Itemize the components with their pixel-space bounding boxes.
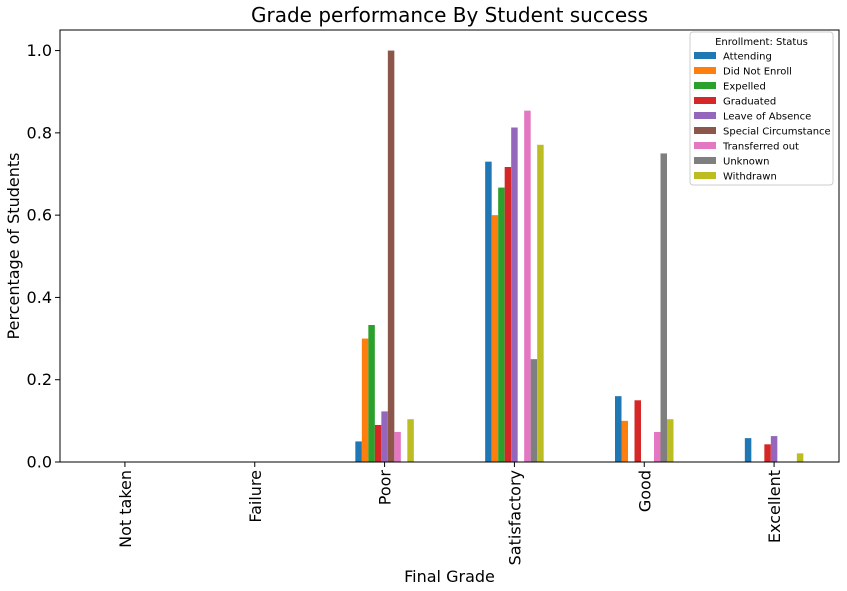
bar xyxy=(491,215,499,462)
legend-label: Leave of Absence xyxy=(723,112,811,123)
legend-title: Enrollment: Status xyxy=(715,37,808,48)
bar xyxy=(381,411,388,462)
plot-frame xyxy=(59,29,840,463)
bar xyxy=(498,187,505,462)
bar xyxy=(770,436,778,462)
bar xyxy=(621,420,628,462)
bar xyxy=(744,438,752,462)
legend-swatch xyxy=(694,127,716,134)
x-tick-label: Satisfactory xyxy=(505,470,524,565)
legend-swatch xyxy=(694,82,716,89)
bar xyxy=(407,419,414,462)
bar xyxy=(796,453,804,462)
y-tick-label: 0.4 xyxy=(27,288,52,307)
x-axis-title: Final Grade xyxy=(404,567,495,586)
bar xyxy=(374,424,382,462)
legend-label: Special Circumstance xyxy=(723,127,831,138)
y-tick-label: 0.2 xyxy=(27,370,52,389)
x-tick-label: Not taken xyxy=(116,470,135,548)
legend: Enrollment: Status Attending Did Not Enrol… xyxy=(689,31,834,186)
bar xyxy=(764,444,771,462)
bar xyxy=(537,144,544,462)
legend-swatch xyxy=(694,172,716,179)
bar xyxy=(530,359,538,462)
bar xyxy=(361,338,369,462)
bar xyxy=(355,441,362,462)
bar xyxy=(660,153,667,462)
y-tick-label: 0.8 xyxy=(27,123,52,142)
x-tick-label: Poor xyxy=(376,470,395,506)
x-tick-label: Excellent xyxy=(765,470,784,543)
y-axis-title: Percentage of Students xyxy=(4,153,23,340)
x-tick-label: Failure xyxy=(246,470,265,523)
legend-label: Transferred out xyxy=(722,142,799,153)
legend-label: Expelled xyxy=(723,82,766,93)
bar xyxy=(511,127,518,462)
bar xyxy=(368,324,375,462)
legend-label: Graduated xyxy=(723,97,776,108)
bar xyxy=(394,431,401,462)
y-tick-label: 1.0 xyxy=(27,41,52,60)
legend-box xyxy=(689,31,834,186)
legend-label: Did Not Enroll xyxy=(723,67,792,78)
legend-swatch xyxy=(694,157,716,164)
bar xyxy=(634,400,641,462)
bar xyxy=(485,161,492,462)
legend-swatch xyxy=(694,52,716,59)
bar xyxy=(504,167,512,462)
legend-label: Withdrawn xyxy=(723,172,777,183)
bar xyxy=(654,431,661,462)
x-tick-label: Good xyxy=(635,470,654,512)
y-tick-label: 0.6 xyxy=(27,206,52,225)
plot-area: 0.0 0.2 0.4 0.6 0.8 1.0 Not taken Failure Poor Sa… xyxy=(27,29,840,565)
y-tick-label: 0.0 xyxy=(27,453,52,472)
legend-label: Unknown xyxy=(723,157,769,168)
bar xyxy=(524,110,531,462)
bar xyxy=(387,50,395,462)
legend-swatch xyxy=(694,97,716,104)
bar xyxy=(615,396,622,462)
legend-swatch xyxy=(694,142,716,149)
chart-title: Grade performance By Student success xyxy=(251,3,648,27)
legend-swatch xyxy=(694,67,716,74)
legend-swatch xyxy=(694,112,716,119)
legend-label: Attending xyxy=(723,52,772,63)
bar xyxy=(667,419,674,462)
